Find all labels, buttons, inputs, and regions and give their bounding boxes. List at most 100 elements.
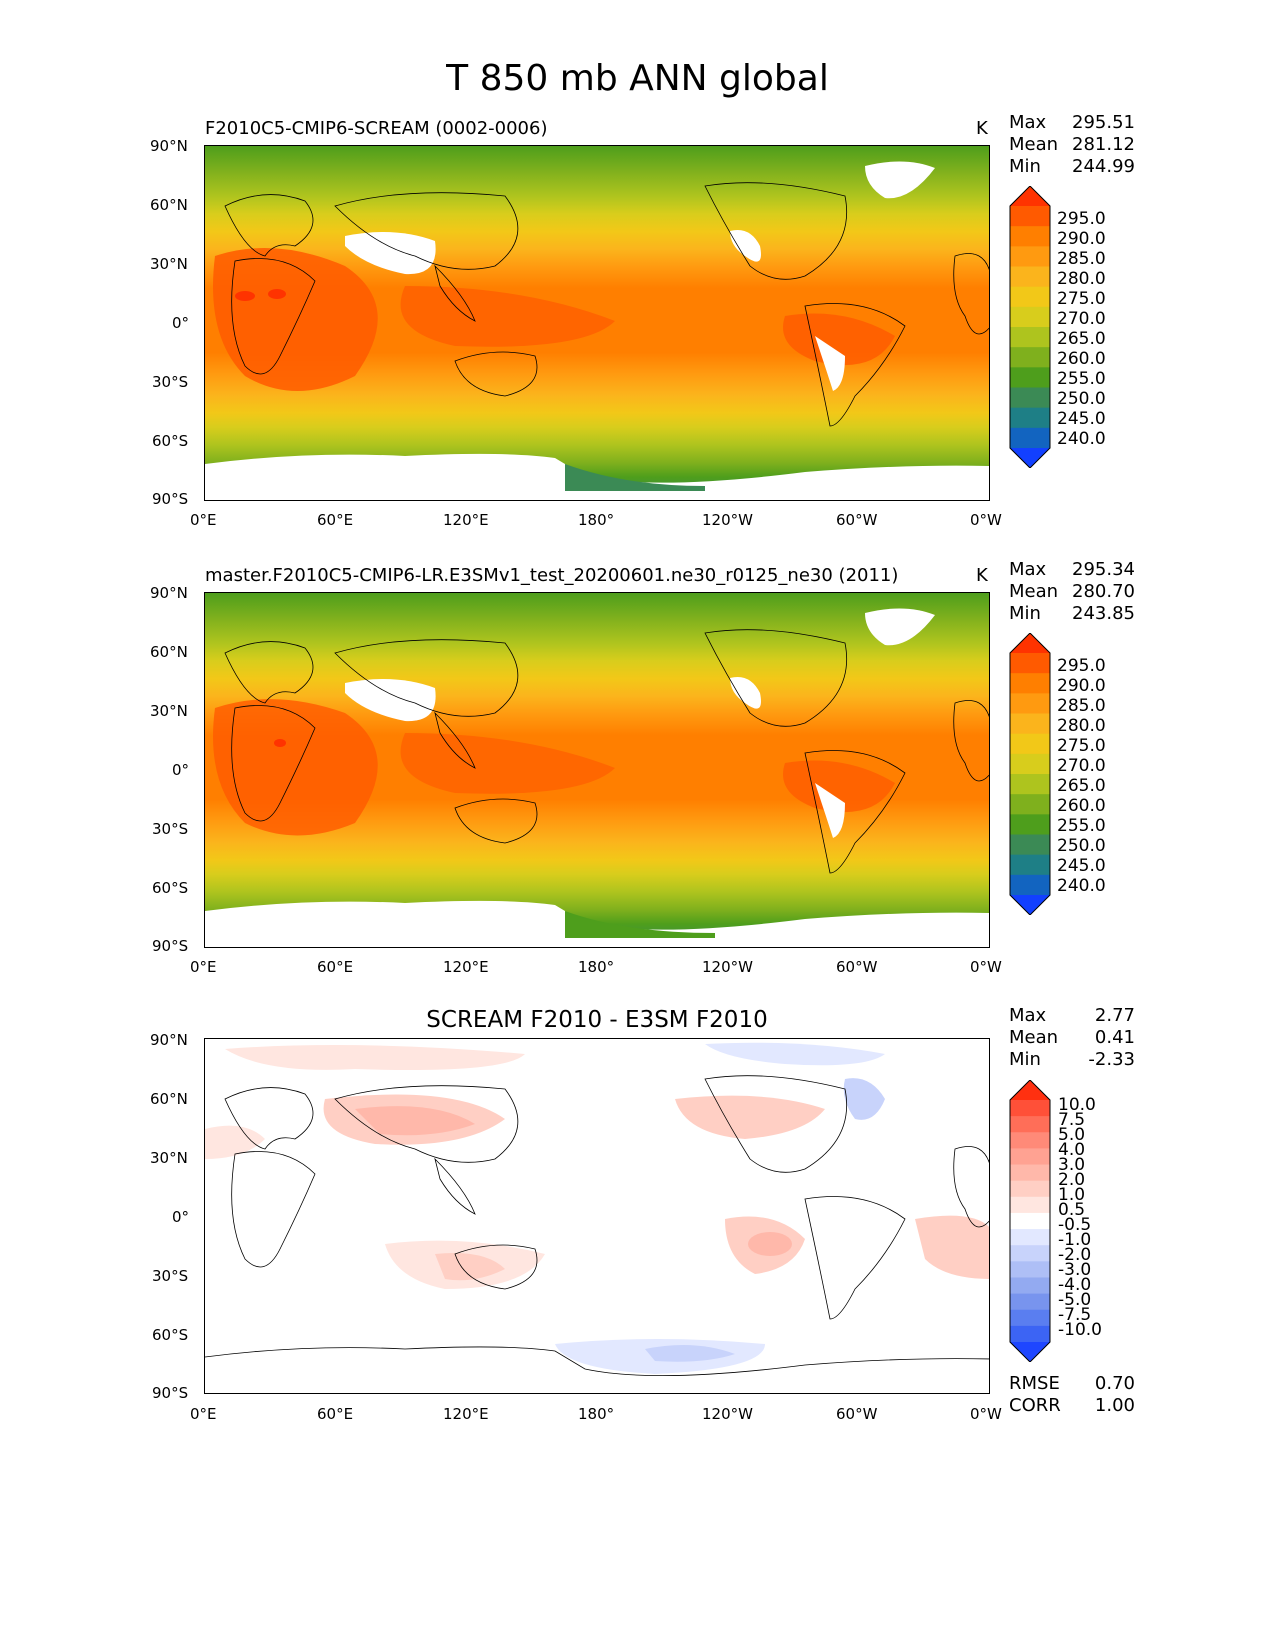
panel-2-map: [204, 592, 990, 948]
colorbar-swatch: [1010, 753, 1050, 775]
stat-corr-value: 1.00: [1094, 1395, 1135, 1416]
lon-tick: 120°W: [702, 1405, 753, 1423]
colorbar-swatch: [1010, 653, 1050, 674]
lat-tick: 30°N: [150, 1149, 188, 1167]
colorbar-tick: 275.0: [1057, 736, 1106, 756]
lon-tick: 120°E: [443, 958, 489, 976]
colorbar-extend-top: [1010, 186, 1050, 206]
lon-tick: 120°E: [443, 511, 489, 529]
missing-data-greenland: [865, 161, 935, 199]
colorbar-outline: [1009, 186, 1051, 468]
colorbar-outline: [1009, 633, 1051, 915]
stat-corr-label: CORR: [1009, 1395, 1061, 1416]
colorbar-tick: 3.0: [1058, 1155, 1086, 1175]
colorbar-swatch: [1010, 306, 1050, 328]
colorbar-tick: 285.0: [1057, 249, 1106, 269]
colorbar-tick: 255.0: [1057, 369, 1106, 389]
colorbar-swatch: [1010, 774, 1050, 795]
lat-tick: 30°N: [150, 255, 188, 273]
colorbar-swatch: [1010, 673, 1050, 694]
panel-1-title: F2010C5-CMIP6-SCREAM (0002-0006): [205, 118, 548, 139]
lon-tick: 180°: [578, 1405, 615, 1423]
lon-tick: 0°E: [190, 1405, 217, 1423]
lon-tick: 0°E: [190, 958, 217, 976]
colorbar-swatch: [1010, 1212, 1050, 1230]
lat-tick: 60°N: [150, 1090, 188, 1108]
colorbar-swatch: [1010, 1261, 1050, 1278]
ross-sea-region: [565, 464, 705, 491]
colorbar-tick: 0.5: [1058, 1200, 1086, 1220]
colorbar-tick: 5.0: [1058, 1125, 1086, 1145]
colorbar-swatch: [1010, 266, 1050, 288]
colorbar-tick: -4.0: [1058, 1275, 1092, 1295]
colorbar-extend-top: [1010, 1080, 1050, 1100]
colorbar-tick: 4.0: [1058, 1140, 1086, 1160]
lon-tick: 120°E: [443, 1405, 489, 1423]
colorbar-tick: -3.0: [1058, 1260, 1092, 1280]
panel-1-stats: Max 295.51 Mean 281.12 Min 244.99: [1009, 112, 1135, 178]
positive-anomaly: [435, 1253, 505, 1281]
colorbar-swatch: [1010, 1196, 1050, 1214]
colorbar-swatches: [1009, 1080, 1051, 1362]
negative-anomaly: [843, 1078, 885, 1120]
stat-min-value: -2.33: [1088, 1049, 1135, 1070]
colorbar-swatch: [1010, 1100, 1050, 1117]
colorbar-swatch: [1010, 1116, 1050, 1133]
colorbar-tick: 245.0: [1057, 409, 1106, 429]
lat-tick: 60°S: [152, 1326, 189, 1344]
colorbar-swatch: [1010, 854, 1050, 876]
panel-2-stats: Max 295.34 Mean 280.70 Min 243.85: [1009, 559, 1135, 625]
stat-min-value: 244.99: [1072, 156, 1135, 177]
coastlines: [224, 182, 989, 427]
figure-title: T 850 mb ANN global: [446, 58, 829, 99]
colorbar-swatch: [1010, 1164, 1050, 1182]
positive-anomaly: [748, 1232, 792, 1256]
panel-2-title: master.F2010C5-CMIP6-LR.E3SMv1_test_2020…: [205, 565, 899, 586]
colorbar-tick: 285.0: [1057, 696, 1106, 716]
colorbar-swatch: [1010, 834, 1050, 856]
colorbar-swatch: [1010, 347, 1050, 368]
lon-tick: 60°E: [317, 511, 354, 529]
lat-tick: 60°N: [150, 643, 188, 661]
lon-tick: 60°W: [836, 511, 878, 529]
colorbar-swatch: [1010, 1132, 1050, 1149]
panel-3-colorbar-ticks: 10.0 7.5 5.0 4.0 3.0 2.0 1.0 0.5 -0.5 -1…: [1058, 1095, 1102, 1339]
colorbar-tick: 275.0: [1057, 289, 1106, 309]
stat-min-label: Min: [1009, 156, 1041, 177]
lon-tick: 180°: [578, 958, 615, 976]
colorbar-swatch: [1010, 814, 1050, 835]
lon-tick: 180°: [578, 511, 615, 529]
hotspot: [235, 291, 255, 301]
lat-tick: 90°S: [152, 490, 189, 508]
colorbar-swatch: [1010, 1229, 1050, 1246]
africa-warm-region: [213, 699, 378, 836]
stat-mean-label: Mean: [1009, 581, 1059, 602]
indian-ocean-warm-region: [400, 733, 615, 794]
colorbar-swatch: [1010, 733, 1050, 755]
missing-data-tibet: [345, 232, 436, 275]
colorbar-tick: 295.0: [1057, 656, 1106, 676]
colorbar-tick: 250.0: [1057, 836, 1106, 856]
stat-min-label: Min: [1009, 603, 1041, 624]
colorbar-swatches: [1009, 186, 1051, 468]
lon-tick: 0°W: [970, 1405, 1002, 1423]
stat-max-label: Max: [1009, 1005, 1047, 1026]
lat-tick: 90°N: [150, 137, 188, 155]
panel-1-colorbar: [1008, 186, 1052, 468]
colorbar-tick: 10.0: [1058, 1095, 1096, 1115]
colorbar-extend-bottom: [1010, 1342, 1050, 1362]
colorbar-tick: 270.0: [1057, 756, 1106, 776]
colorbar-tick: -1.0: [1058, 1230, 1092, 1250]
colorbar-swatch: [1010, 1309, 1050, 1327]
colorbar-swatch: [1010, 1277, 1050, 1295]
panel-3-map: [204, 1038, 990, 1394]
africa-warm-region: [213, 248, 378, 391]
lat-tick: 30°S: [152, 373, 189, 391]
colorbar-swatch: [1010, 693, 1050, 714]
colorbar-swatch: [1010, 407, 1050, 429]
colorbar-swatch: [1010, 226, 1050, 247]
colorbar-swatch: [1010, 713, 1050, 735]
missing-data-rockies: [730, 230, 761, 262]
positive-anomaly: [205, 1125, 265, 1159]
stat-mean-value: 0.41: [1094, 1027, 1135, 1048]
